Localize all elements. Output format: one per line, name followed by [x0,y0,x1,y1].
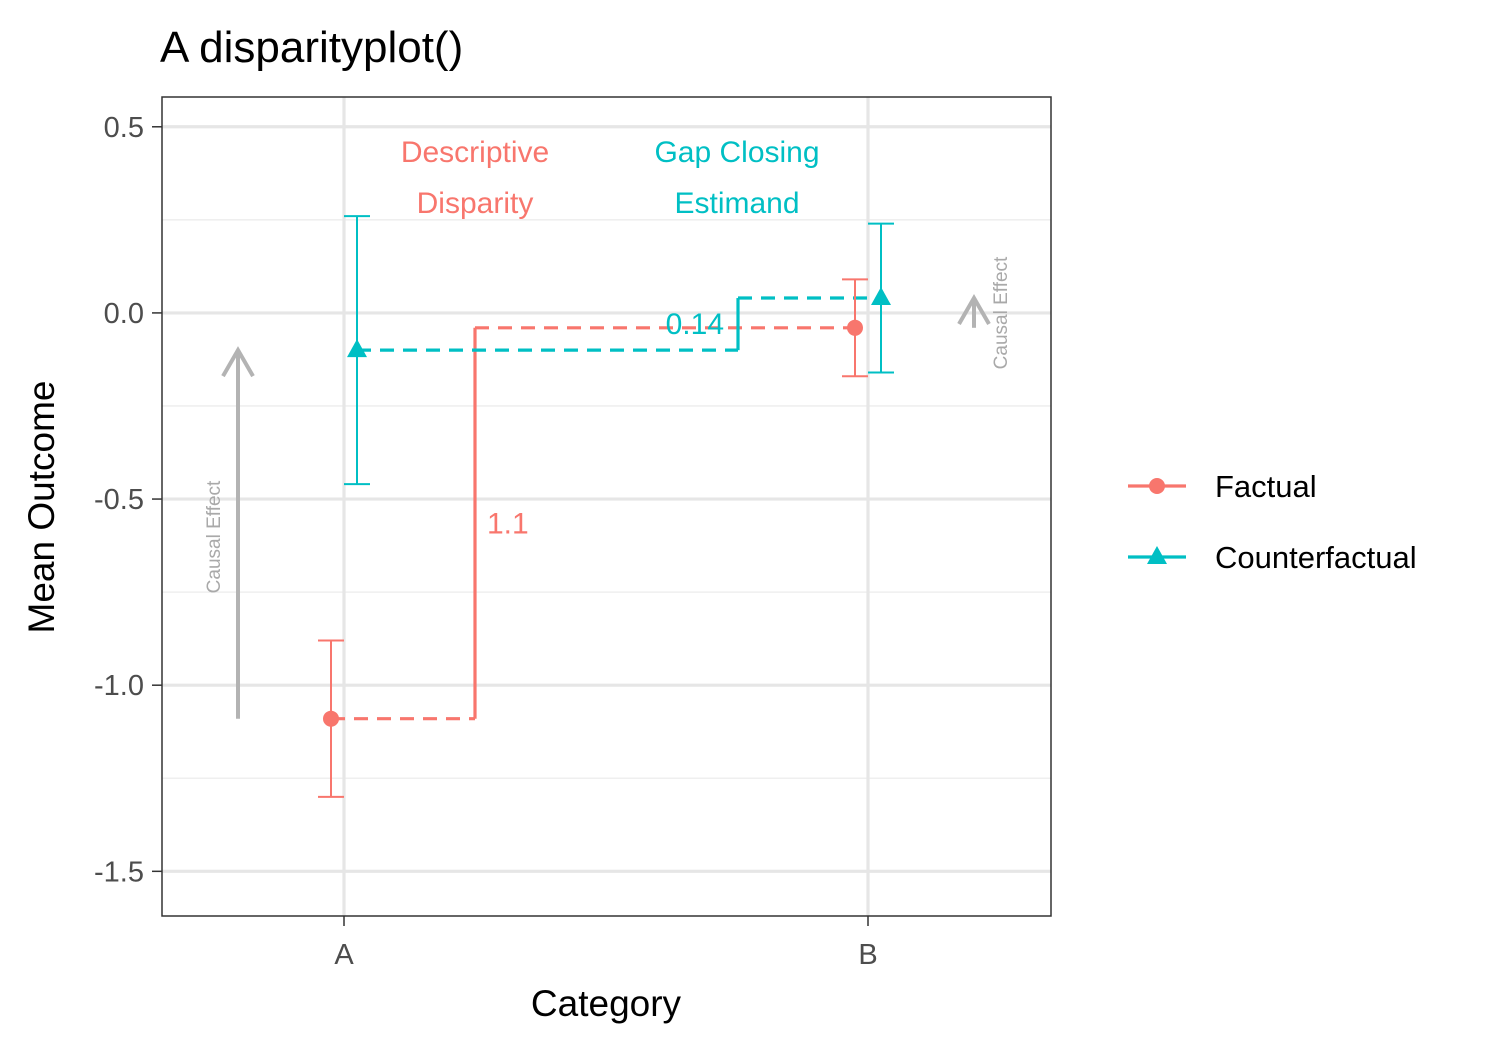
descriptive-disparity-value: 1.1 [487,507,529,540]
gap-closing-title: Estimand [674,187,799,220]
legend-label: Counterfactual [1215,540,1417,575]
y-tick-label: -0.5 [94,484,144,516]
descriptive-disparity-title: Disparity [417,187,534,220]
y-tick-label: 0.5 [104,112,144,144]
factual-point [847,319,863,336]
descriptive-disparity-title: Descriptive [401,136,549,169]
plot-panel-border [161,96,1052,917]
legend-key-marker [1149,478,1165,494]
grid-lines [162,97,1051,916]
factual-point [323,710,339,727]
y-tick-label: 0.0 [104,298,144,330]
chart-title: A disparityplot() [160,23,463,72]
x-axis-title: Category [531,983,682,1024]
y-tick-label: -1.0 [94,670,144,702]
causal-effect-arrow-a-head [221,346,255,378]
legend: Factual Counterfactual [1128,469,1417,575]
gap-closing-title: Gap Closing [654,136,819,169]
error-bars [318,215,894,798]
y-axis: 0.5 0.0 -0.5 -1.0 -1.5 [94,112,162,888]
causal-effect-label-b: Causal Effect [991,256,1012,369]
gap-closing-value: 0.14 [666,308,724,341]
y-axis-title: Mean Outcome [21,381,62,634]
annotation-layer: 1.1 0.14 Descriptive Disparity Gap Closing Es… [204,136,1012,721]
legend-key-marker [1147,546,1167,564]
x-tick-label: A [334,939,354,971]
x-tick-label: B [858,939,877,971]
counterfactual-point [871,287,891,306]
legend-label: Factual [1215,469,1317,504]
y-tick-label: -1.5 [94,856,144,888]
counterfactual-point [347,339,367,358]
causal-effect-label-a: Causal Effect [204,480,225,593]
data-points [323,287,891,727]
causal-effect-arrow-b-head [957,294,991,326]
